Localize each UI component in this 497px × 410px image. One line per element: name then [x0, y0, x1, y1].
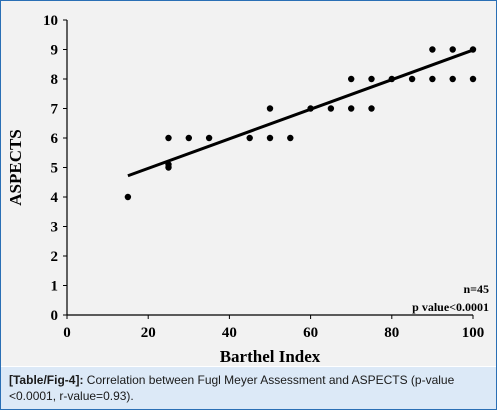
- data-point: [449, 46, 456, 53]
- x-tick-label: 20: [141, 325, 156, 341]
- data-point: [348, 75, 355, 83]
- data-point: [429, 46, 436, 53]
- caption-text: Correlation between Fugl Meyer Assessmen…: [9, 373, 455, 403]
- x-tick-label: 80: [384, 325, 399, 341]
- data-point: [185, 134, 192, 142]
- y-tick-label: 2: [51, 249, 59, 265]
- x-tick-label: 100: [462, 325, 485, 341]
- y-axis-title: ASPECTS: [6, 129, 25, 206]
- data-point: [165, 161, 172, 168]
- plot-panel: 0 1 2 3 4 5 6 7 8 9 10 0 20 40 60 80 100 Barthel Index ASP…: [1, 1, 496, 366]
- data-point: [368, 75, 375, 83]
- data-point: [449, 75, 456, 83]
- data-point: [266, 105, 274, 112]
- y-tick-label: 3: [51, 220, 59, 236]
- y-tick-label: 0: [51, 308, 59, 324]
- data-point: [266, 134, 274, 142]
- data-point: [368, 105, 375, 112]
- figure-caption: [Table/Fig-4]: Correlation between Fugl …: [1, 367, 496, 409]
- data-point: [246, 134, 253, 142]
- y-tick-label: 1: [51, 279, 59, 295]
- y-tick-label: 8: [51, 72, 59, 88]
- data-point: [327, 105, 335, 112]
- y-tick-label: 4: [51, 190, 59, 206]
- data-point: [388, 75, 395, 83]
- data-point: [408, 75, 416, 83]
- y-tick-label: 5: [51, 161, 59, 177]
- data-point: [429, 75, 436, 83]
- data-point: [307, 105, 314, 112]
- annotation-p-value: p value<0.0001: [412, 300, 489, 314]
- data-point: [205, 134, 213, 142]
- y-tick-label: 10: [43, 13, 58, 29]
- x-tick-label: 40: [222, 325, 237, 341]
- data-point: [124, 193, 132, 201]
- data-point: [348, 105, 355, 112]
- data-point: [165, 134, 172, 142]
- x-tick-label: 0: [63, 325, 71, 341]
- y-tick-label: 7: [51, 102, 59, 118]
- data-point: [469, 75, 477, 83]
- x-tick-label: 60: [303, 325, 318, 341]
- data-point: [469, 46, 477, 53]
- data-point: [287, 134, 294, 142]
- y-tick-label: 9: [51, 43, 59, 59]
- trendline: [127, 48, 474, 178]
- caption-tag: [Table/Fig-4]:: [9, 373, 84, 387]
- x-axis-title: Barthel Index: [220, 347, 321, 366]
- annotation-n: n=45: [463, 282, 489, 296]
- y-tick-label: 6: [51, 131, 59, 147]
